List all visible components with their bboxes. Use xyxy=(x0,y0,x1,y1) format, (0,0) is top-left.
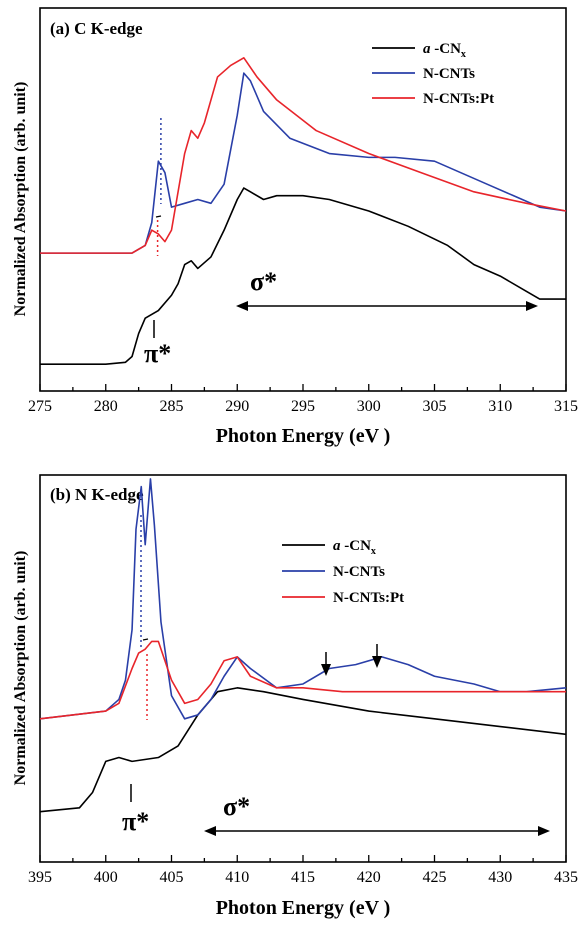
b-tick-label: 420 xyxy=(357,869,381,886)
a-pi-shift-tick xyxy=(155,215,162,218)
panel-b-series xyxy=(39,478,567,813)
panel-b-plot-frame xyxy=(39,474,567,863)
b-tick-label: 430 xyxy=(488,869,512,886)
b-pi-star-label: π* xyxy=(122,807,149,836)
panel-b-label: (b) N K-edge xyxy=(50,485,144,504)
panel-a-x-ticks xyxy=(39,384,567,391)
a-sigma-star-label: σ* xyxy=(250,267,277,296)
panel-a-plot-frame xyxy=(39,7,567,392)
a-series-line-ncnts-pt xyxy=(40,56,567,254)
b-series-line-acnx xyxy=(39,687,567,813)
a-tick-label: 280 xyxy=(94,398,118,415)
a-legend-label-acnx: a -CNx xyxy=(423,41,466,60)
b-tick-label: 415 xyxy=(291,869,315,886)
a-legend-label-ncnts-pt: N-CNTs:Pt xyxy=(423,91,494,107)
b-tick-label: 405 xyxy=(160,869,184,886)
b-tick-label: 435 xyxy=(554,869,578,886)
b-feature-arrow-2 xyxy=(372,644,382,668)
panel-b-x-axis-title: Photon Energy (eV ) xyxy=(216,897,391,919)
panel-a-y-axis-title: Normalized Absorption (arb. unit) xyxy=(12,82,29,317)
b-series-line-ncnts xyxy=(39,478,567,720)
a-legend-label-ncnts: N-CNTs xyxy=(423,66,475,82)
a-sigma-arrow xyxy=(236,301,538,311)
panel-a-series xyxy=(40,56,567,365)
b-tick-label: 400 xyxy=(94,869,118,886)
panel-a-x-tick-labels: 275 280 285 290 295 300 305 310 315 xyxy=(28,398,578,415)
b-sigma-arrow xyxy=(204,826,550,836)
panel-b-y-axis-title: Normalized Absorption (arb. unit) xyxy=(12,551,29,786)
panel-a-c-k-edge: 275 280 285 290 295 300 305 310 315 Phot… xyxy=(12,7,578,447)
a-tick-label: 290 xyxy=(225,398,249,415)
a-tick-label: 315 xyxy=(554,398,578,415)
panel-b-legend: a -CNx N-CNTs N-CNTs:Pt xyxy=(282,538,404,606)
a-pi-star-label: π* xyxy=(144,339,171,368)
b-sigma-star-label: σ* xyxy=(223,792,250,821)
a-tick-label: 285 xyxy=(160,398,184,415)
panel-a-x-axis-title: Photon Energy (eV ) xyxy=(216,425,391,447)
b-tick-label: 395 xyxy=(28,869,52,886)
panel-b-x-ticks xyxy=(39,855,567,862)
b-series-line-ncnts-pt xyxy=(39,640,566,720)
b-legend-label-ncnts: N-CNTs xyxy=(333,564,385,580)
panel-a-label: (a) C K-edge xyxy=(50,19,143,38)
b-pi-shift-tick xyxy=(142,638,149,641)
a-tick-label: 300 xyxy=(357,398,381,415)
b-tick-label: 425 xyxy=(423,869,447,886)
a-tick-label: 295 xyxy=(291,398,315,415)
a-series-line-ncnts xyxy=(40,72,567,254)
a-series-line-acnx xyxy=(40,187,566,365)
panel-b-x-tick-labels: 395 400 405 410 415 420 425 430 435 xyxy=(28,869,578,886)
b-legend-label-acnx: a -CNx xyxy=(333,538,376,557)
panel-b-n-k-edge: 395 400 405 410 415 420 425 430 435 Phot… xyxy=(12,474,578,919)
panel-a-legend: a -CNx N-CNTs N-CNTs:Pt xyxy=(372,41,494,107)
b-tick-label: 410 xyxy=(225,869,249,886)
a-tick-label: 310 xyxy=(488,398,512,415)
b-legend-label-ncnts-pt: N-CNTs:Pt xyxy=(333,590,404,606)
a-tick-label: 305 xyxy=(423,398,447,415)
a-tick-label: 275 xyxy=(28,398,52,415)
b-feature-arrow-1 xyxy=(321,652,331,676)
